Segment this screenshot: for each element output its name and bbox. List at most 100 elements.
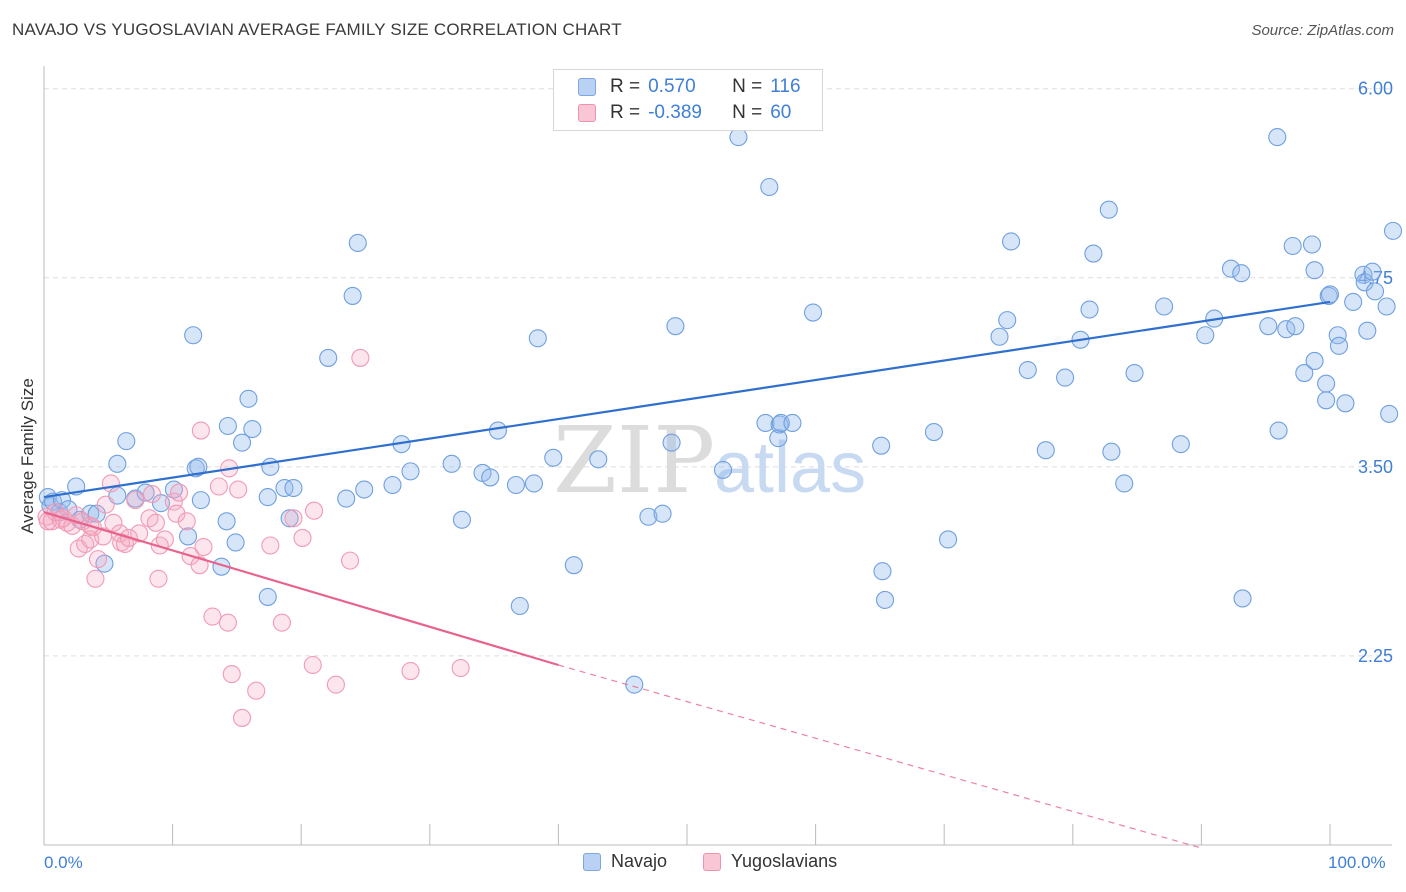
navajo-point xyxy=(1018,360,1037,380)
x-axis-max-label: 100.0% xyxy=(1328,853,1386,872)
yugoslavian-point xyxy=(142,485,162,504)
navajo-point xyxy=(1102,442,1121,461)
navajo-point xyxy=(760,177,779,197)
navajo-point xyxy=(756,413,775,433)
navajo-point xyxy=(383,475,402,495)
n-label: N = xyxy=(732,102,763,123)
navajo-point xyxy=(136,483,155,502)
gridlines xyxy=(44,88,1392,657)
navajo-point xyxy=(239,389,258,408)
navajo-point xyxy=(280,509,299,528)
navajo-point xyxy=(226,533,245,552)
navajo-point xyxy=(939,530,958,549)
legend-label-navajo: Navajo xyxy=(611,851,668,871)
navajo-point xyxy=(258,488,277,507)
navajo-point xyxy=(243,419,262,439)
navajo-point xyxy=(589,450,608,469)
navajo-point xyxy=(510,596,529,616)
r-value: -0.389 xyxy=(648,102,702,123)
legend-row-navajo: R = 0.570 N = 116 xyxy=(578,74,801,100)
navajo-point xyxy=(1269,421,1288,440)
navajo-point xyxy=(488,421,508,440)
navajo-point xyxy=(873,562,892,581)
navajo-point xyxy=(1084,244,1103,263)
yugoslavian-point xyxy=(326,675,345,694)
yugoslavian-point xyxy=(341,551,360,570)
navajo-point xyxy=(1099,200,1118,219)
navajo-point xyxy=(1080,300,1099,319)
navajo-point xyxy=(1344,292,1363,312)
navajo-point xyxy=(528,329,547,348)
navajo-point xyxy=(1336,394,1355,413)
yugoslavian-point xyxy=(140,509,159,528)
navajo-points xyxy=(38,109,1403,694)
yugoslavian-point xyxy=(305,501,324,520)
trend-lines xyxy=(43,300,1331,849)
navajo-point xyxy=(990,327,1009,346)
navajo-point xyxy=(319,348,338,367)
navajo-point xyxy=(1363,262,1382,281)
yugoslavians-legend-icon xyxy=(703,852,722,871)
navajo-point xyxy=(1329,336,1349,355)
legend-label-yugoslavians: Yugoslavians xyxy=(731,851,838,871)
yugoslavian-point xyxy=(203,607,222,626)
yugoslavian-point xyxy=(146,513,165,532)
navajo-point xyxy=(1056,368,1075,387)
navajo-point xyxy=(625,675,644,694)
yugoslavian-point xyxy=(104,513,123,532)
yugoslavian-point xyxy=(222,665,241,684)
watermark: ZIP atlas xyxy=(553,407,866,514)
yugoslavian-point xyxy=(190,556,209,575)
yugoslavian-point xyxy=(110,524,129,543)
r-label: R = xyxy=(610,102,641,123)
yugoslavian-point xyxy=(229,480,248,499)
yugoslavian-point xyxy=(177,512,196,531)
n-value: 116 xyxy=(770,76,801,97)
navajo-point xyxy=(1155,297,1174,316)
navajo-point xyxy=(1259,317,1278,336)
navajo-point xyxy=(1358,321,1377,340)
navajo-point xyxy=(217,512,236,531)
navajo-point xyxy=(178,527,198,546)
navajo-point xyxy=(442,454,461,473)
navajo-point xyxy=(1115,474,1134,493)
navajo-point xyxy=(1377,297,1396,316)
r-value: 0.570 xyxy=(648,76,696,97)
navajo-point xyxy=(524,474,544,493)
navajo-point xyxy=(666,317,685,336)
navajo-point xyxy=(639,507,658,526)
navajo-point xyxy=(1383,221,1403,240)
n-label: N = xyxy=(732,76,763,97)
yugoslavian-point xyxy=(88,550,108,569)
chart-title: NAVAJO VS YUGOSLAVIAN AVERAGE FAMILY SIZ… xyxy=(12,20,622,39)
y-tick-labels: 2.253.504.756.00 xyxy=(1358,79,1393,666)
yugoslavian-point xyxy=(247,681,266,700)
navajo-point xyxy=(662,433,681,452)
navajo-point xyxy=(1232,264,1251,283)
navajo-point xyxy=(355,480,374,499)
navajo-point xyxy=(769,429,788,448)
navajo-point xyxy=(1233,589,1252,608)
y-tick-label: 2.25 xyxy=(1358,646,1393,666)
navajo-point xyxy=(284,478,303,498)
yugoslavian-point xyxy=(303,655,322,675)
navajo-point xyxy=(1305,261,1324,280)
navajo-point xyxy=(1317,391,1336,410)
navajo-swatch-icon xyxy=(578,78,596,96)
yugoslavian-point xyxy=(42,512,61,531)
navajo-point xyxy=(998,311,1017,330)
yugoslavian-point xyxy=(218,613,237,632)
yugoslavians-swatch-icon xyxy=(578,104,596,122)
navajo-point xyxy=(1380,404,1399,423)
yugoslavian-point xyxy=(101,474,120,493)
navajo-trend-line xyxy=(43,300,1331,499)
yugoslavian-point xyxy=(451,658,470,678)
legend-item-navajo: Navajo xyxy=(583,851,667,872)
yugoslavian-point xyxy=(209,477,228,496)
navajo-point xyxy=(1196,326,1215,345)
navajo-point xyxy=(189,457,208,476)
source-label: Source: ZipAtlas.com xyxy=(1251,22,1394,39)
yugoslavian-point xyxy=(232,708,252,727)
navajo-point xyxy=(348,233,367,253)
